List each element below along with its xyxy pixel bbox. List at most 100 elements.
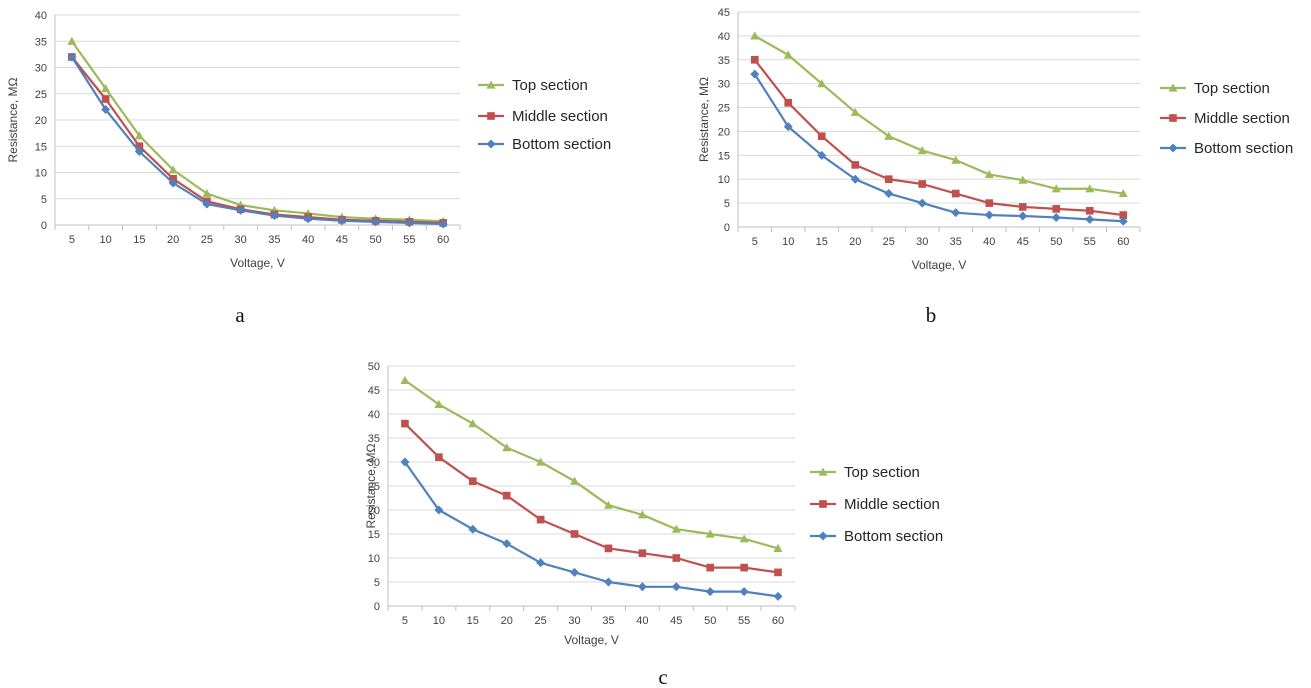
data-point-square xyxy=(502,491,511,500)
y-tick-label: 30 xyxy=(368,457,380,469)
data-point-square xyxy=(784,98,793,107)
legend-entry: Middle section xyxy=(844,496,940,513)
data-point-diamond xyxy=(705,587,715,597)
data-point-diamond xyxy=(884,189,894,199)
x-tick-label: 25 xyxy=(883,236,895,248)
x-tick-label: 5 xyxy=(752,236,758,248)
x-tick-label: 5 xyxy=(402,615,408,627)
x-tick-label: 15 xyxy=(816,236,828,248)
series-line-triangle xyxy=(754,34,1124,195)
data-point-diamond xyxy=(750,69,760,79)
data-point-diamond xyxy=(303,214,313,224)
y-tick-label: 5 xyxy=(374,577,380,589)
x-tick-label: 55 xyxy=(1084,236,1096,248)
x-axis-title: Voltage, V xyxy=(230,256,285,270)
legend-marker-square xyxy=(487,112,495,120)
panel-label: b xyxy=(926,303,937,327)
data-point-diamond xyxy=(739,587,749,597)
y-tick-label: 0 xyxy=(374,601,380,613)
x-tick-label: 60 xyxy=(772,615,784,627)
data-point-triangle xyxy=(984,169,994,179)
y-tick-label: 0 xyxy=(41,220,47,232)
data-point-square xyxy=(135,142,144,151)
data-point-triangle xyxy=(67,36,77,45)
y-tick-label: 25 xyxy=(368,481,380,493)
y-axis-title: Resistance, MΩ xyxy=(364,443,378,528)
data-point-diamond xyxy=(783,122,793,132)
x-tick-label: 20 xyxy=(849,236,861,248)
data-point-square xyxy=(101,95,110,103)
y-tick-label: 30 xyxy=(718,79,730,91)
panel-label: c xyxy=(658,665,667,688)
data-point-triangle xyxy=(400,375,410,384)
x-tick-label: 60 xyxy=(437,234,449,246)
data-point-triangle xyxy=(951,155,961,164)
data-point-diamond xyxy=(236,205,246,215)
data-point-triangle xyxy=(917,146,927,155)
data-point-diamond xyxy=(371,217,381,227)
legend-entry: Bottom section xyxy=(844,528,943,545)
legend-entry: Top section xyxy=(512,77,588,94)
x-tick-label: 30 xyxy=(916,236,928,248)
x-axis-title: Voltage, V xyxy=(912,258,967,272)
data-point-diamond xyxy=(1085,214,1095,224)
x-tick-label: 45 xyxy=(336,234,348,246)
data-point-square xyxy=(570,530,579,538)
x-tick-label: 5 xyxy=(69,234,75,246)
y-tick-label: 5 xyxy=(41,194,47,206)
data-point-triangle xyxy=(1018,175,1028,184)
chart-panel-b: 0 5 10 15 20 25 30 35 40 45 5 10 15 20 25 30 35 40 45 50 55 6… xyxy=(697,7,1293,327)
data-point-diamond xyxy=(438,219,448,229)
data-point-square xyxy=(918,180,927,188)
data-point-diamond xyxy=(337,216,347,226)
chart-panel-a: 0 5 10 15 20 25 30 35 40 5 10 15 20 25 30 35 40 45 50 55 60 V… xyxy=(6,10,611,327)
y-tick-label: 0 xyxy=(724,222,730,234)
y-tick-label: 25 xyxy=(35,89,47,101)
x-axis-title: Voltage, V xyxy=(564,633,619,647)
data-point-diamond xyxy=(468,524,478,534)
y-tick-label: 10 xyxy=(35,168,47,180)
data-point-triangle xyxy=(783,50,793,59)
data-point-triangle xyxy=(468,419,478,428)
data-point-triangle xyxy=(434,399,444,408)
data-point-triangle xyxy=(502,443,512,452)
y-tick-label: 35 xyxy=(718,55,730,67)
series-line-square xyxy=(404,422,779,574)
data-point-square xyxy=(604,544,613,553)
legend-entry: Top section xyxy=(1194,80,1270,97)
x-tick-label: 35 xyxy=(268,234,280,246)
x-tick-label: 10 xyxy=(782,236,794,248)
data-point-square xyxy=(1119,211,1128,219)
y-tick-label: 15 xyxy=(718,150,730,162)
data-point-square xyxy=(1018,203,1027,211)
data-point-square xyxy=(750,55,759,64)
data-point-triangle xyxy=(1085,184,1095,193)
x-tick-label: 25 xyxy=(201,234,213,246)
data-point-triangle xyxy=(884,131,894,140)
legend-marker-diamond xyxy=(1168,143,1178,153)
x-tick-label: 45 xyxy=(1017,236,1029,248)
x-tick-label: 10 xyxy=(100,234,112,246)
data-point-diamond xyxy=(168,178,178,188)
data-point-square xyxy=(638,549,647,558)
data-point-square xyxy=(884,175,893,184)
x-tick-label: 40 xyxy=(636,615,648,627)
x-tick-label: 25 xyxy=(535,615,547,627)
legend-entry: Middle section xyxy=(1194,110,1290,127)
y-axis-title: Resistance, MΩ xyxy=(6,77,20,162)
data-point-diamond xyxy=(202,199,212,209)
series-line-square xyxy=(753,59,1124,217)
data-point-diamond xyxy=(434,505,444,515)
x-tick-label: 15 xyxy=(467,615,479,627)
data-point-diamond xyxy=(917,198,927,208)
y-tick-label: 50 xyxy=(368,361,380,373)
series-line-square xyxy=(71,56,444,224)
data-point-diamond xyxy=(536,558,546,568)
data-point-diamond xyxy=(1118,216,1128,226)
data-point-diamond xyxy=(134,147,144,156)
data-point-square xyxy=(536,515,545,524)
data-point-triangle xyxy=(570,476,580,485)
data-point-diamond xyxy=(269,211,279,221)
data-point-diamond xyxy=(1018,211,1028,221)
x-tick-label: 50 xyxy=(704,615,716,627)
